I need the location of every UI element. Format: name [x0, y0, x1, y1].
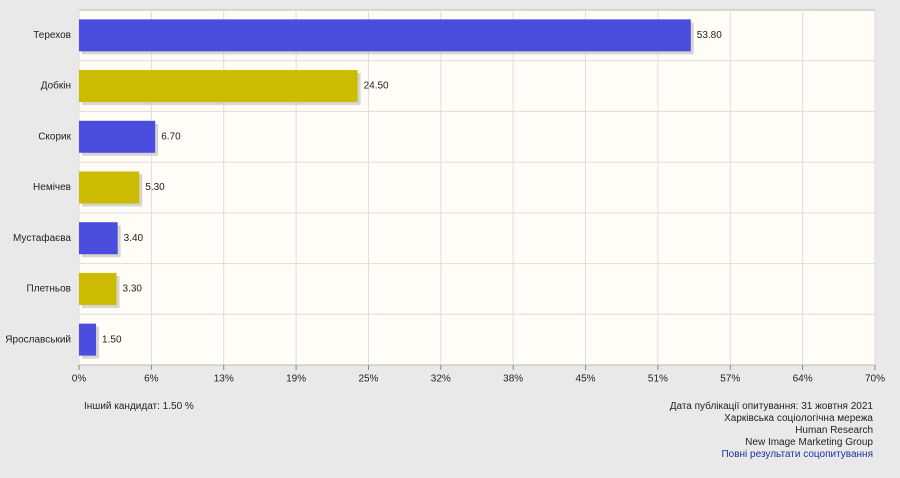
bar [79, 70, 358, 103]
value-label: 6.70 [161, 131, 181, 142]
x-tick-label: 64% [793, 374, 813, 385]
source-line: Дата публікації опитування: 31 жовтня 20… [669, 401, 873, 412]
x-tick-label: 0% [72, 374, 87, 385]
bar [79, 323, 97, 356]
value-label: 5.30 [145, 182, 165, 193]
y-tick-label: Ярославський [5, 334, 71, 345]
x-tick-label: 25% [358, 374, 378, 385]
y-tick-label: Плетньов [27, 284, 71, 295]
source-line: Human Research [795, 425, 873, 436]
value-label: 3.40 [124, 233, 144, 244]
y-tick-label: Немічев [33, 182, 71, 193]
x-tick-label: 70% [865, 374, 885, 385]
y-tick-label: Мустафаєва [13, 232, 71, 244]
x-tick-label: 13% [214, 374, 234, 385]
source-line: Харківська соціологічна мережа [724, 413, 873, 424]
value-label: 24.50 [364, 81, 389, 92]
bar [79, 222, 118, 255]
results-link[interactable]: Повні результати соцопитування [721, 449, 873, 460]
value-label: 1.50 [102, 334, 122, 345]
x-tick-label: 45% [576, 374, 596, 385]
bar [79, 19, 691, 52]
x-tick-label: 19% [286, 374, 306, 385]
x-tick-label: 6% [144, 374, 159, 385]
y-tick-label: Терехов [33, 30, 71, 41]
x-tick-label: 51% [648, 374, 668, 385]
x-tick-label: 38% [503, 374, 523, 385]
bar [79, 120, 156, 153]
value-label: 3.30 [123, 284, 143, 295]
other-candidate-note: Інший кандидат: 1.50 % [84, 401, 194, 412]
bar [79, 272, 117, 305]
value-label: 53.80 [697, 30, 722, 41]
source-line: New Image Marketing Group [745, 437, 873, 448]
bar [79, 171, 140, 204]
chart: 0% 6% 13% 19% 25% 32% 38% 45% 51% 57% 64% 70% Терехо… [5, 9, 885, 385]
sources: Дата публікації опитування: 31 жовтня 20… [670, 401, 873, 461]
x-tick-label: 57% [720, 374, 740, 385]
y-tick-label: Добкін [41, 80, 71, 92]
plot-area [78, 9, 876, 366]
x-tick-label: 32% [431, 374, 451, 385]
y-tick-label: Скорик [38, 131, 71, 142]
